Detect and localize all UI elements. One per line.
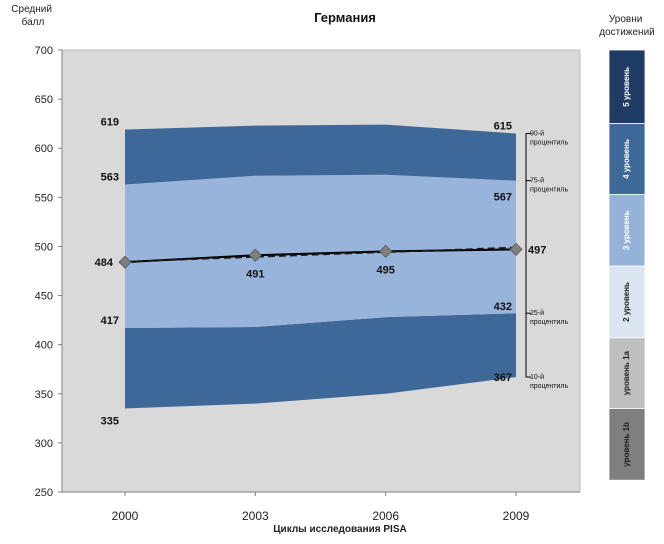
mean-series [118,242,523,269]
y-axis-label-line-1: Средний [11,4,52,15]
mean-marker [118,255,132,269]
y-tick-label: 400 [35,340,53,352]
mean-line [124,248,517,264]
x-tick-label: 2003 [242,509,269,523]
x-tick-label: 2000 [112,509,139,523]
mean-label: 495 [376,264,394,276]
x-tick-label: 2009 [503,509,530,523]
y-tick-label: 700 [35,45,53,57]
y-axis-label-line-2: балл [22,16,45,28]
percentile-brackets: 90-й процентиль 75-й процентиль 25-й проценти… [525,129,568,390]
band-label-2000: 563 [101,172,119,184]
level-label: 4 уровень [622,139,631,179]
y-tick-label: 450 [35,291,53,303]
y-tick-label: 500 [35,241,53,253]
band-label-2009: 615 [494,120,512,132]
level-block [608,123,646,195]
x-tick-label: 2006 [372,509,399,523]
level-label: 2 уровень [622,282,631,322]
level-label: уровень 1b [622,422,631,467]
band-label-2000: 619 [101,117,119,129]
x-axis-label: Циклы исследования PISA [273,524,406,535]
mean-label: 497 [528,244,546,256]
data-labels: 335 367 417 432 563 567 619 615 484 491 495 497 [95,117,547,428]
percentile-label: 25-й процентиль [530,309,568,326]
percentile-label: 10-й процентиль [530,373,568,390]
percentile-bands [125,124,516,409]
y-tick-label: 350 [35,389,53,401]
levels-title: Уровни достижений [599,14,655,38]
y-tick-label: 300 [35,438,53,450]
band-label-2000: 335 [101,416,119,428]
mean-marker [248,248,262,262]
mean-label: 491 [246,268,264,280]
band-p10-p25 [125,313,516,409]
level-block [608,265,646,339]
level-block [608,49,646,125]
percentile-label: 75-й процентиль [530,177,568,194]
level-block [608,408,646,481]
level-label: 3 уровень [622,210,631,250]
y-axis: 250 300 350 400 450 500 550 600 650 700 [35,45,63,499]
x-axis: 2000 2003 2006 2009 [62,491,580,523]
mean-marker [509,242,523,256]
levels-title-line-2: достижений [599,27,655,38]
proficiency-levels: 5 уровень 4 уровень 3 уровень 2 уровень уров… [608,49,646,481]
band-label-2009: 367 [494,372,512,384]
level-label: уровень 1a [622,350,631,395]
band-p75-p90 [125,124,516,185]
level-label: 5 уровень [622,67,631,107]
mean-marker [379,244,393,258]
percentile-label: 90-й процентиль [530,129,568,146]
chart-title: Германия [314,10,376,25]
y-axis-label: Средний балл [11,4,54,28]
y-tick-label: 600 [35,143,53,155]
band-p25-p75 [125,174,516,328]
band-label-2000: 417 [101,315,119,327]
y-tick-label: 250 [35,487,53,499]
level-block [608,193,646,267]
y-tick-label: 650 [35,94,53,106]
mean-label: 484 [95,257,114,269]
levels-title-line-1: Уровни [609,14,642,25]
y-tick-label: 550 [35,192,53,204]
band-label-2009: 567 [494,192,512,204]
band-label-2009: 432 [494,301,512,313]
